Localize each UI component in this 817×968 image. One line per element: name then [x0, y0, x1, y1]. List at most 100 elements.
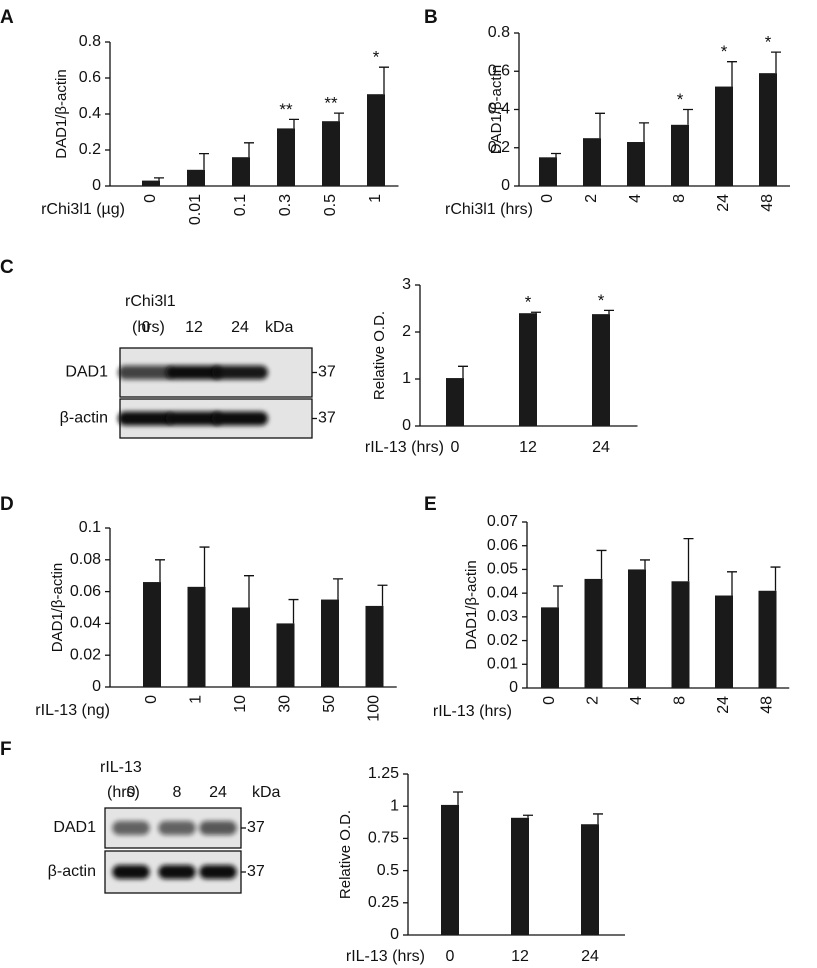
- y-tick-label: 0.03: [487, 608, 518, 625]
- x-tick-label: 0: [142, 194, 159, 203]
- bar: [441, 804, 459, 935]
- error-bar: [553, 585, 563, 608]
- x-tick-label: 0: [541, 696, 558, 705]
- x-tick-label: 30: [277, 695, 294, 713]
- x-axis-label: rIL-13 (hrs): [365, 439, 444, 456]
- unit-label: kDa: [252, 784, 281, 801]
- blot-band: [199, 865, 237, 879]
- row-name: DAD1: [65, 364, 108, 381]
- x-tick-label: 4: [627, 194, 644, 203]
- y-tick-label: 0.06: [70, 583, 101, 600]
- blot-label: rChi3l1: [125, 293, 176, 310]
- x-tick-label: 100: [366, 695, 383, 722]
- bar: [187, 586, 206, 687]
- bar: [584, 578, 603, 688]
- blot-band: [158, 865, 196, 879]
- y-tick-label: 1.25: [368, 765, 399, 782]
- error-bar: [595, 112, 605, 139]
- error-bar: [154, 177, 164, 181]
- y-axis-label: DAD1/β-actin: [49, 563, 66, 653]
- y-tick-label: 0.8: [79, 33, 101, 50]
- y-tick-label: 0.08: [70, 551, 101, 568]
- error-bar: [379, 66, 389, 95]
- error-bar: [244, 575, 254, 608]
- bar: [671, 124, 689, 186]
- error-bar: [334, 112, 344, 122]
- blot-band: [118, 365, 174, 380]
- y-tick-label: 0: [509, 679, 518, 696]
- y-tick-label: 0.2: [488, 139, 510, 156]
- y-tick-label: 0.04: [487, 584, 518, 601]
- bar: [628, 569, 646, 688]
- blot-band: [118, 411, 174, 426]
- x-tick-label: 0: [451, 439, 460, 456]
- error-bar: [244, 142, 254, 158]
- y-tick-label: 0.02: [487, 632, 518, 649]
- y-axis-label: Relative O.D.: [371, 311, 388, 400]
- bar: [583, 138, 601, 186]
- error-bar: [333, 578, 343, 600]
- error-bar: [593, 813, 603, 825]
- error-bar: [199, 152, 209, 170]
- y-tick-label: 0.06: [487, 537, 518, 554]
- y-tick-label: 3: [402, 276, 411, 293]
- lane-label: 0: [127, 784, 136, 801]
- bar: [322, 121, 340, 186]
- x-tick-label: 1: [188, 695, 205, 704]
- x-tick-label: 2: [583, 194, 600, 203]
- x-tick-label: 8: [672, 696, 689, 705]
- x-tick-label: 4: [628, 696, 645, 705]
- row-name: DAD1: [53, 819, 96, 836]
- lane-label: 0: [142, 319, 151, 336]
- bar: [143, 582, 161, 687]
- bar: [367, 94, 385, 186]
- y-tick-label: 0.04: [70, 615, 101, 632]
- size-label: 37: [247, 819, 265, 836]
- error-bar: [531, 311, 541, 314]
- error-bar: [199, 546, 210, 587]
- x-tick-label: 12: [511, 948, 529, 965]
- significance: *: [525, 293, 532, 312]
- bar: [759, 73, 777, 186]
- x-tick-label: 24: [715, 696, 732, 714]
- bar: [511, 817, 529, 935]
- bar: [519, 313, 537, 426]
- blot-label: (hrs): [132, 319, 165, 336]
- x-tick-label: 0.1: [232, 194, 249, 216]
- error-bar: [727, 61, 737, 87]
- bar: [321, 599, 339, 687]
- x-tick-label: 24: [592, 439, 610, 456]
- blot-label: (hrs): [107, 784, 140, 801]
- y-tick-label: 0: [402, 417, 411, 434]
- panel-label: F: [0, 739, 12, 760]
- bar: [276, 623, 295, 687]
- y-tick-label: 0: [92, 678, 101, 695]
- bar: [142, 180, 160, 186]
- bar: [232, 607, 250, 687]
- error-bar: [683, 537, 694, 582]
- error-bar: [604, 309, 614, 315]
- lane-label: 12: [185, 319, 203, 336]
- lane-label: 8: [173, 784, 182, 801]
- x-tick-label: 48: [759, 194, 776, 212]
- bar: [592, 314, 610, 426]
- significance: **: [324, 94, 338, 113]
- x-tick-label: 8: [671, 194, 688, 203]
- blot-band: [166, 365, 222, 380]
- y-tick-label: 2: [402, 323, 411, 340]
- error-bar: [640, 559, 650, 570]
- lane-label: 24: [209, 784, 227, 801]
- blot-band: [199, 821, 237, 835]
- y-tick-label: 0.2: [79, 141, 101, 158]
- bar: [715, 86, 733, 186]
- y-tick-label: 0.75: [368, 830, 399, 847]
- error-bar: [596, 549, 607, 579]
- error-bar: [523, 814, 533, 818]
- bar: [232, 157, 250, 186]
- size-label: 37: [247, 863, 265, 880]
- row-name: β-actin: [48, 863, 96, 880]
- blot-band: [212, 411, 268, 426]
- x-axis-label: rIL-13 (hrs): [433, 703, 512, 720]
- x-tick-label: 0: [143, 695, 160, 704]
- y-axis-label: DAD1/β-actin: [463, 560, 480, 650]
